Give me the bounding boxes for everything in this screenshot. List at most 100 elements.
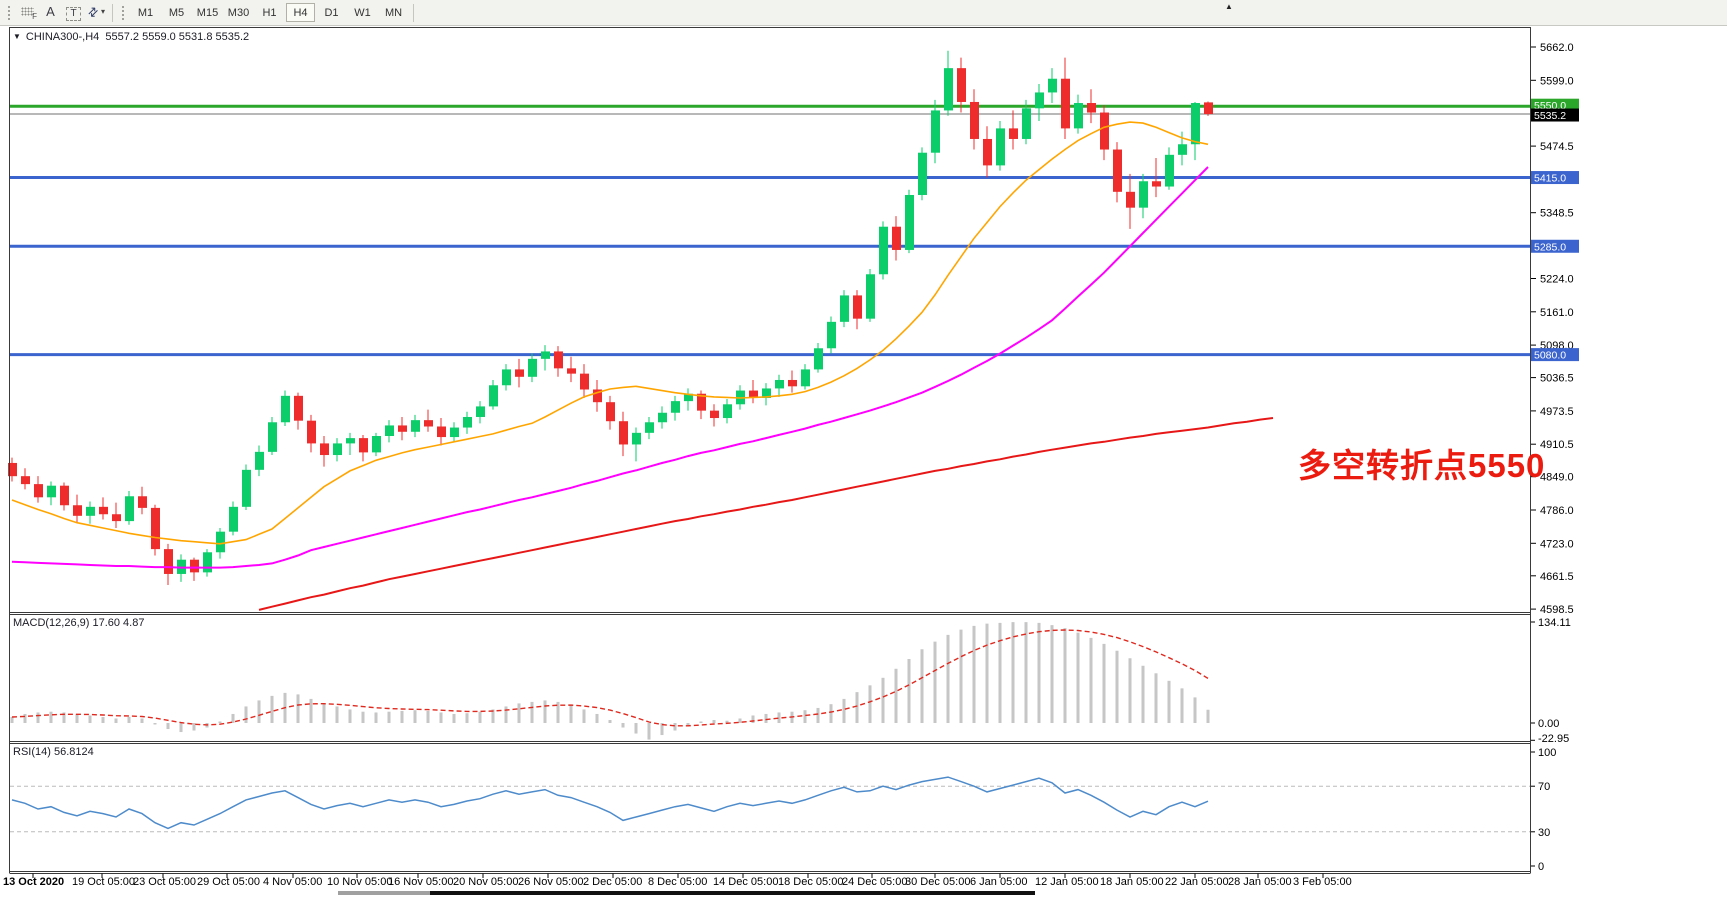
candle-body: [983, 138, 992, 166]
candle-body: [957, 68, 966, 102]
chart-canvas[interactable]: 5662.05599.05474.55348.55224.05161.05098…: [0, 27, 1727, 897]
candle-body: [658, 412, 667, 423]
candle-body: [775, 379, 784, 389]
date-label: 10 Nov 05:00: [327, 876, 392, 888]
candle-body: [1178, 144, 1187, 155]
chart-scrollbar-thumb[interactable]: [430, 891, 1035, 895]
candle-body: [112, 514, 121, 522]
candle-body: [255, 451, 264, 470]
symbol-title-text: CHINA300-,H4 5557.2 5559.0 5531.8 5535.2: [25, 31, 250, 43]
candle-body: [216, 531, 225, 553]
candle-body: [931, 110, 940, 153]
price-tick-label: 5161.0: [1540, 307, 1574, 319]
dot-grid-icon: [21, 6, 34, 16]
candle-body: [294, 395, 303, 421]
candle-body: [697, 393, 706, 411]
fibo-grid-tool-button[interactable]: F: [17, 1, 38, 21]
main-toolbar: F A T ⇄ ▾ M1 M5 M15 M30 H1 H4 D1 W1 MN ▲: [0, 0, 1727, 26]
date-label: 30 Dec 05:00: [905, 876, 970, 888]
price-tick-label: 4661.5: [1540, 571, 1574, 583]
price-tick-label: 4849.0: [1540, 472, 1574, 484]
timeframe-button-d1[interactable]: D1: [324, 6, 339, 19]
price-tick-label: 4786.0: [1540, 505, 1574, 517]
ma-slow-line: [258, 417, 1274, 611]
candle-body: [905, 194, 914, 250]
candle-body: [138, 496, 147, 508]
candle-body: [1035, 92, 1044, 109]
toolbar-separator: [413, 3, 414, 22]
macd-tick-label: -22.95: [1538, 733, 1569, 745]
price-level-badge: [1531, 348, 1579, 362]
text-box-tool-button[interactable]: T: [63, 4, 84, 24]
candle-body: [1048, 78, 1057, 93]
arrows-tool-button[interactable]: ⇄ ▾: [84, 2, 107, 22]
candle-body: [463, 416, 472, 428]
candle-body: [190, 559, 199, 573]
date-label: 29 Oct 05:00: [197, 876, 260, 888]
candle-body: [606, 402, 615, 422]
date-label: 18 Dec 05:00: [778, 876, 843, 888]
candle-body: [892, 226, 901, 250]
price-level-badge-label: 5415.0: [1534, 173, 1566, 185]
candle-body: [853, 295, 862, 319]
candle-body: [1100, 112, 1109, 150]
date-label: 8 Dec 05:00: [648, 876, 707, 888]
candle-body: [242, 469, 251, 507]
candle-body: [593, 389, 602, 403]
candle-body: [346, 438, 355, 444]
candle-body: [34, 484, 43, 498]
timeframe-button-w1[interactable]: W1: [354, 6, 371, 19]
candle-body: [749, 390, 758, 398]
date-label: 23 Oct 05:00: [133, 876, 196, 888]
chart-annotation-text[interactable]: 多空转折点5550: [1298, 447, 1546, 484]
macd-tick-label: 134.11: [1538, 617, 1571, 629]
rsi-tick-label: 0: [1538, 861, 1544, 873]
macd-label: MACD(12,26,9) 17.60 4.87: [13, 617, 145, 629]
candle-body: [580, 373, 589, 390]
candle-body: [671, 401, 680, 413]
macd-tick-label: 0.00: [1538, 718, 1559, 730]
date-label: 18 Jan 05:00: [1100, 876, 1164, 888]
date-label: 14 Dec 05:00: [713, 876, 778, 888]
candle-body: [1022, 108, 1031, 139]
candle-body: [619, 421, 628, 445]
candle-body: [541, 351, 550, 359]
ma-fast-line: [11, 121, 1209, 545]
toolbar-overflow-icon[interactable]: ▲: [1225, 2, 1233, 11]
candle-body: [203, 552, 212, 573]
timeframe-button-m5[interactable]: M5: [168, 6, 185, 19]
chevron-down-icon[interactable]: ▾: [101, 7, 106, 17]
candle-body: [125, 496, 134, 522]
timeframe-button-m30[interactable]: M30: [227, 6, 250, 19]
tool-glyph: ⇄: [84, 3, 102, 21]
rsi-line: [11, 776, 1209, 830]
price-level-badge-label: 5080.0: [1534, 350, 1566, 362]
candle-body: [60, 485, 69, 506]
text-label-tool-button[interactable]: A: [46, 3, 55, 19]
date-label: 4 Nov 05:00: [263, 876, 322, 888]
candle-body: [1152, 181, 1161, 187]
candle-body: [320, 443, 329, 456]
timeframe-button-m1[interactable]: M1: [137, 6, 154, 19]
toolbar-grip-icon[interactable]: [7, 4, 12, 21]
candle-body: [73, 505, 82, 516]
date-label: 26 Nov 05:00: [518, 876, 583, 888]
timeframe-button-m15[interactable]: M15: [196, 6, 219, 19]
candle-body: [1165, 154, 1174, 187]
timeframe-button-h4[interactable]: H4: [286, 3, 315, 23]
candle-body: [450, 427, 459, 438]
timeframes-group: M1 M5 M15 M30 H1 H4 D1 W1 MN: [130, 3, 409, 23]
timeframe-button-h1[interactable]: H1: [262, 6, 277, 19]
toolbar-grip-icon[interactable]: [121, 4, 126, 21]
candle-body: [645, 422, 654, 433]
candle-body: [554, 351, 563, 369]
price-level-badge-label: 5285.0: [1534, 241, 1566, 253]
candle-body: [762, 388, 771, 398]
price-level-badge-label: 5535.2: [1534, 110, 1566, 122]
candle-body: [814, 348, 823, 370]
date-label: 28 Jan 05:00: [1228, 876, 1292, 888]
rsi-tick-label: 30: [1538, 827, 1550, 839]
symbol-title[interactable]: ▼ CHINA300-,H4 5557.2 5559.0 5531.8 5535.…: [13, 31, 249, 43]
scrollbar-track-segment[interactable]: [338, 891, 430, 895]
timeframe-button-mn[interactable]: MN: [384, 6, 403, 19]
